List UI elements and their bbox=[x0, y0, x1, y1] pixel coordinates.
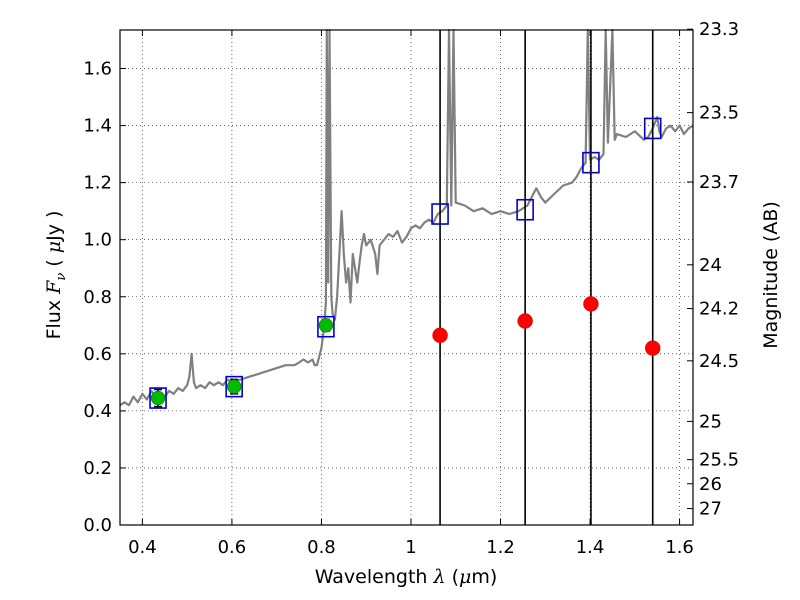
x-tick-label: 1.4 bbox=[576, 537, 605, 558]
y-tick-label: 0.6 bbox=[83, 344, 112, 365]
model-point bbox=[516, 198, 534, 221]
model-point bbox=[582, 151, 600, 174]
plot-background bbox=[120, 30, 693, 525]
x-axis-label: Wavelength λ (μm) bbox=[315, 566, 498, 588]
magnitude-tick-label: 26 bbox=[699, 474, 722, 495]
limit-point bbox=[644, 340, 661, 356]
grid bbox=[120, 30, 693, 526]
magnitude-tick-label: 23.5 bbox=[699, 103, 739, 124]
magnitude-tick-label: 23.3 bbox=[699, 19, 739, 40]
magnitude-tick-label: 27 bbox=[699, 499, 722, 520]
observed-point bbox=[150, 390, 166, 406]
spectrum-layer bbox=[119, 28, 694, 407]
ticks: 0.4 0.6 0.8 1 1.2 1.4 1.6 0.0 0.2 0.4 0.6 0.8 1.0 1.2… bbox=[83, 19, 739, 558]
observed-point bbox=[318, 318, 334, 333]
magnitude-tick-label: 24 bbox=[699, 255, 722, 276]
model-point bbox=[149, 387, 167, 409]
spectrum-line bbox=[119, 28, 694, 407]
x-tick-label: 0.4 bbox=[128, 537, 157, 558]
limit-point bbox=[432, 327, 448, 344]
y-tick-label: 1.0 bbox=[83, 230, 112, 251]
plot-frame bbox=[119, 29, 694, 526]
y-tick-label: 0.2 bbox=[83, 458, 112, 479]
y2-axis-label: Magnitude (AB) bbox=[760, 201, 782, 349]
x-tick-label: 1 bbox=[405, 537, 416, 558]
vertical-lines bbox=[439, 30, 654, 525]
magnitude-tick-label: 23.7 bbox=[699, 172, 739, 193]
y-tick-label: 1.2 bbox=[83, 173, 112, 194]
y-tick-label: 1.6 bbox=[83, 59, 112, 80]
observed-point bbox=[226, 379, 242, 394]
magnitude-tick-label: 25.5 bbox=[699, 450, 739, 471]
y-axis-label: Flux Fν ( μJy ) bbox=[43, 211, 69, 340]
model-point bbox=[643, 117, 662, 140]
limit-point bbox=[583, 296, 599, 312]
y-tick-label: 1.4 bbox=[83, 116, 112, 137]
magnitude-tick-label: 25 bbox=[699, 411, 722, 432]
x-tick-label: 0.6 bbox=[218, 537, 247, 558]
markers bbox=[149, 117, 662, 409]
y-tick-label: 0.8 bbox=[83, 287, 112, 308]
magnitude-tick-label: 24.2 bbox=[699, 299, 739, 320]
magnitude-tick-label: 24.5 bbox=[699, 351, 739, 372]
y-tick-label: 0.0 bbox=[83, 515, 112, 536]
model-point bbox=[317, 315, 335, 338]
model-point bbox=[431, 203, 449, 225]
x-tick-label: 0.8 bbox=[307, 537, 336, 558]
x-tick-label: 1.6 bbox=[665, 537, 694, 558]
model-point bbox=[225, 375, 243, 398]
x-tick-label: 1.2 bbox=[486, 537, 515, 558]
y-tick-label: 0.4 bbox=[83, 401, 112, 422]
limit-point bbox=[517, 313, 533, 329]
